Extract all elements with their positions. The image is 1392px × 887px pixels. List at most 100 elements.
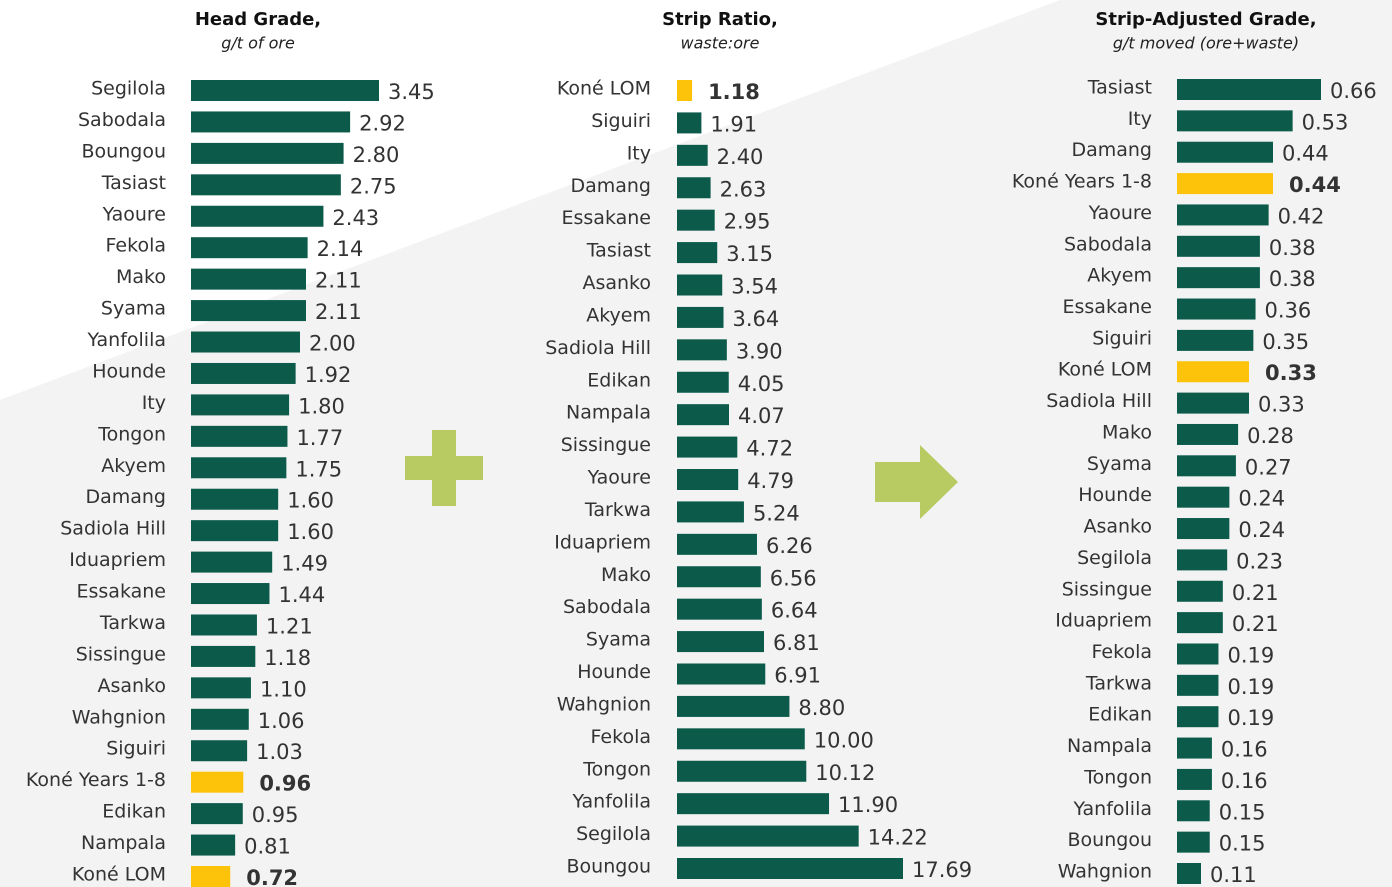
bar — [1177, 392, 1249, 414]
bar — [677, 404, 729, 426]
value-label: 0.15 — [1219, 800, 1266, 824]
category-label: Edikan — [1088, 704, 1152, 726]
bar — [677, 80, 693, 101]
bar — [1177, 674, 1219, 696]
value-label: 0.44 — [1282, 142, 1329, 166]
value-label: 0.24 — [1238, 487, 1285, 511]
value-label: 2.11 — [315, 269, 362, 293]
bar — [191, 394, 290, 416]
bar — [191, 866, 231, 887]
value-label: 0.24 — [1238, 518, 1285, 542]
bar — [191, 583, 270, 605]
bar — [191, 142, 344, 164]
value-label: 0.19 — [1227, 643, 1274, 667]
value-label: 1.91 — [710, 112, 757, 136]
value-label: 3.64 — [733, 307, 780, 331]
bar — [1177, 863, 1201, 884]
category-label: Boungou — [1068, 829, 1152, 851]
bar — [677, 728, 805, 750]
bar — [1177, 110, 1293, 132]
value-label: 6.64 — [771, 599, 818, 623]
category-label: Edikan — [102, 801, 166, 823]
value-label: 0.21 — [1232, 581, 1279, 605]
value-label: 4.72 — [746, 437, 793, 461]
category-label: Nampala — [81, 832, 166, 854]
bar — [191, 645, 256, 667]
bar — [1177, 768, 1212, 790]
category-label: Tongon — [1083, 766, 1152, 788]
category-label: Essakane — [1063, 296, 1153, 318]
value-label: 0.53 — [1302, 110, 1349, 134]
bar — [1177, 423, 1239, 445]
category-label: Siguiri — [106, 738, 166, 760]
value-label: 0.38 — [1269, 236, 1316, 260]
value-label: 0.16 — [1221, 738, 1268, 762]
bar — [1177, 455, 1236, 477]
value-label: 0.28 — [1247, 424, 1294, 448]
value-label: 3.90 — [736, 339, 783, 363]
category-label: Hounde — [577, 661, 651, 683]
category-label: Sabodala — [1064, 233, 1152, 255]
category-label: Tasiast — [586, 240, 651, 262]
value-label: 1.92 — [305, 363, 352, 387]
value-label: 4.79 — [747, 469, 794, 493]
category-label: Boungou — [82, 140, 166, 162]
category-label: Essakane — [562, 207, 652, 229]
value-label: 0.11 — [1210, 863, 1257, 887]
bar — [191, 520, 279, 542]
value-label: 0.21 — [1232, 612, 1279, 636]
chart-subtitle: waste:ore — [681, 34, 760, 53]
category-label: Edikan — [587, 369, 651, 391]
value-label: 0.33 — [1265, 361, 1317, 385]
bar — [677, 339, 727, 361]
plus-icon — [405, 430, 483, 506]
value-label: 1.60 — [287, 520, 334, 544]
bar — [677, 501, 744, 523]
category-label: Akyem — [1087, 265, 1152, 287]
category-label: Mako — [1102, 421, 1152, 443]
bar — [191, 677, 251, 699]
category-label: Sabodala — [78, 109, 166, 131]
category-label: Akyem — [101, 455, 166, 477]
value-label: 0.35 — [1262, 330, 1309, 354]
category-label: Yaoure — [587, 467, 651, 489]
bar — [1177, 204, 1269, 226]
category-label: Nampala — [566, 402, 651, 424]
value-label: 0.33 — [1258, 393, 1305, 417]
category-label: Siguiri — [1092, 327, 1152, 349]
bar — [1177, 141, 1273, 163]
value-label: 14.22 — [868, 826, 928, 850]
value-label: 2.63 — [720, 177, 767, 201]
bar — [677, 274, 723, 296]
category-label: Mako — [116, 266, 166, 288]
category-label: Damang — [570, 175, 651, 197]
bar — [677, 469, 739, 490]
category-label: Tongon — [582, 758, 651, 780]
bar — [1177, 173, 1273, 195]
category-label: Segilola — [91, 78, 166, 100]
category-label: Siguiri — [591, 110, 651, 132]
arrow-icon — [875, 445, 958, 519]
bar — [191, 708, 249, 730]
value-label: 4.07 — [738, 404, 785, 428]
bar — [1177, 612, 1223, 634]
bar — [1177, 235, 1260, 257]
category-label: Koné Years 1-8 — [1012, 171, 1152, 193]
bar — [191, 174, 341, 196]
bar — [677, 177, 711, 199]
value-label: 1.60 — [287, 489, 334, 513]
category-label: Tasiast — [101, 172, 166, 194]
value-label: 10.12 — [815, 761, 875, 785]
value-label: 6.26 — [766, 534, 813, 558]
value-label: 1.18 — [264, 646, 311, 670]
value-label: 5.24 — [753, 501, 800, 525]
chart-subtitle: g/t moved (ore+waste) — [1113, 34, 1299, 53]
value-label: 3.45 — [388, 80, 435, 104]
category-label: Syama — [1087, 453, 1152, 475]
category-label: Asanko — [582, 272, 651, 294]
bar — [677, 209, 715, 231]
value-label: 0.19 — [1227, 706, 1274, 730]
category-label: Ity — [142, 392, 166, 414]
chart-title: Head Grade, — [195, 9, 321, 30]
bar — [1177, 298, 1256, 320]
